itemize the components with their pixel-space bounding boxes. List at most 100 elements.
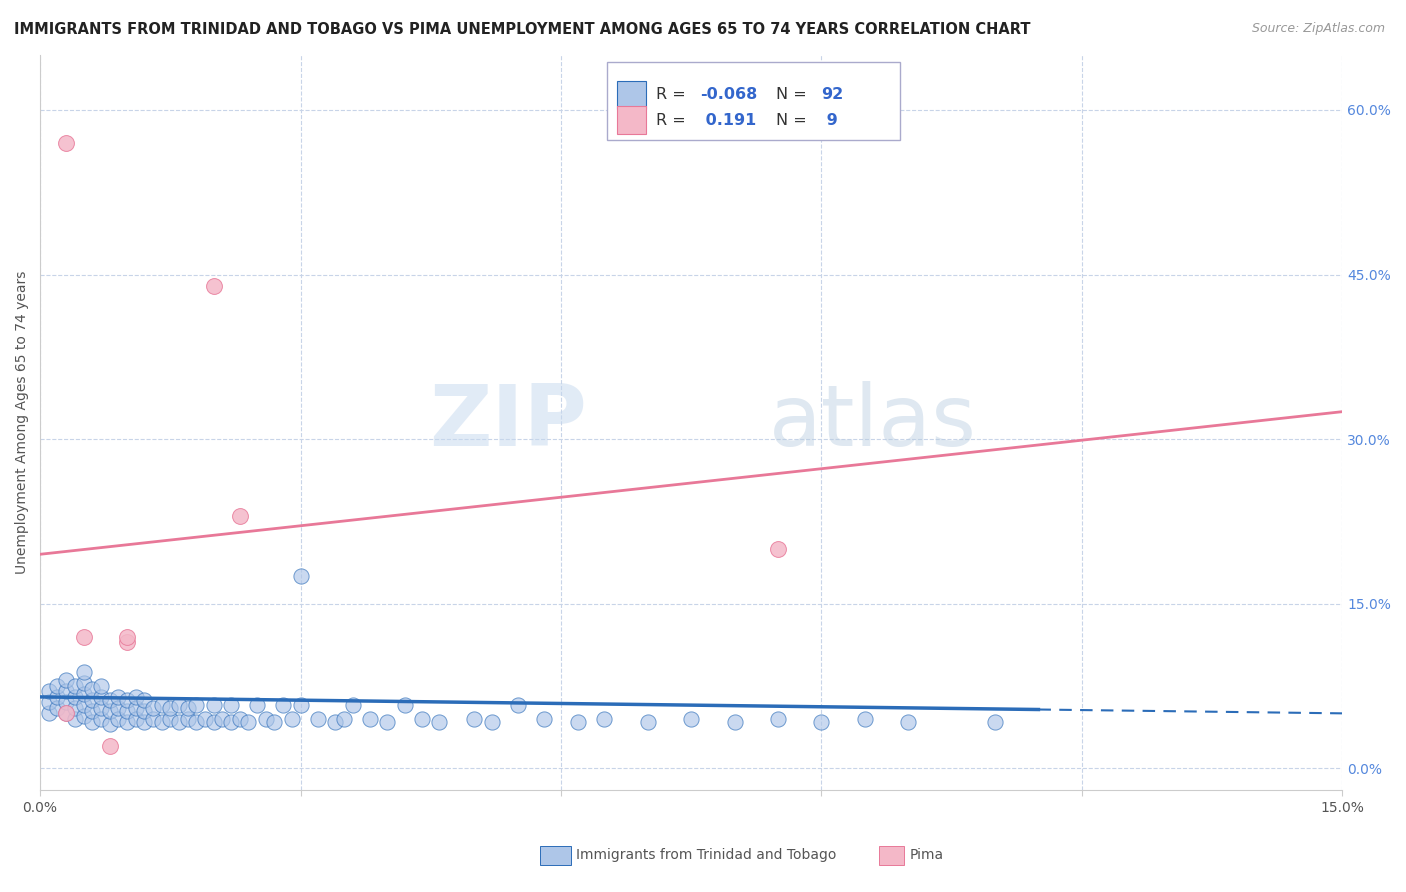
Point	[150, 698, 173, 712]
Text: N =: N =	[776, 87, 811, 103]
Text: Immigrants from Trinidad and Tobago: Immigrants from Trinidad and Tobago	[576, 848, 837, 863]
Point	[333, 712, 356, 726]
Point	[72, 630, 94, 644]
Point	[55, 706, 77, 721]
Point	[142, 712, 165, 726]
Point	[186, 715, 208, 730]
Point	[202, 698, 225, 712]
Point	[984, 715, 1007, 730]
Point	[263, 715, 285, 730]
Point	[72, 708, 94, 723]
Point	[124, 712, 146, 726]
Text: atlas: atlas	[769, 381, 977, 464]
Point	[219, 698, 242, 712]
Point	[134, 693, 156, 707]
Point	[463, 712, 485, 726]
Point	[107, 701, 129, 715]
Point	[766, 712, 789, 726]
Point	[46, 690, 69, 704]
Point	[723, 715, 745, 730]
Point	[72, 675, 94, 690]
Point	[38, 695, 60, 709]
Point	[533, 712, 555, 726]
Point	[254, 712, 277, 726]
Point	[107, 712, 129, 726]
Point	[394, 698, 416, 712]
Point	[211, 712, 233, 726]
Text: 9: 9	[821, 113, 838, 128]
Point	[134, 715, 156, 730]
Bar	[617, 81, 645, 109]
Point	[176, 712, 198, 726]
Point	[90, 690, 112, 704]
Point	[593, 712, 616, 726]
Point	[55, 673, 77, 688]
Point	[82, 682, 104, 697]
Point	[72, 698, 94, 712]
Point	[98, 739, 121, 754]
Point	[90, 701, 112, 715]
Point	[810, 715, 832, 730]
Point	[342, 698, 364, 712]
Y-axis label: Unemployment Among Ages 65 to 74 years: Unemployment Among Ages 65 to 74 years	[15, 271, 30, 574]
Point	[202, 278, 225, 293]
Point	[167, 698, 190, 712]
Point	[90, 679, 112, 693]
Point	[229, 508, 252, 523]
Point	[55, 695, 77, 709]
Point	[115, 704, 138, 718]
Point	[98, 717, 121, 731]
Point	[194, 712, 217, 726]
Point	[637, 715, 659, 730]
Point	[142, 701, 165, 715]
Point	[90, 712, 112, 726]
FancyBboxPatch shape	[606, 62, 900, 140]
Point	[38, 706, 60, 721]
Point	[681, 712, 703, 726]
Point	[55, 136, 77, 150]
Text: R =: R =	[657, 113, 690, 128]
Point	[853, 712, 876, 726]
Point	[82, 715, 104, 730]
Point	[150, 715, 173, 730]
Point	[63, 701, 86, 715]
Point	[98, 693, 121, 707]
Point	[238, 715, 260, 730]
Point	[55, 706, 77, 721]
Point	[186, 698, 208, 712]
Text: Pima: Pima	[910, 848, 943, 863]
Point	[323, 715, 346, 730]
Point	[897, 715, 920, 730]
Point	[159, 712, 181, 726]
Point	[766, 541, 789, 556]
Text: R =: R =	[657, 87, 690, 103]
Point	[115, 630, 138, 644]
Point	[429, 715, 451, 730]
Text: IMMIGRANTS FROM TRINIDAD AND TOBAGO VS PIMA UNEMPLOYMENT AMONG AGES 65 TO 74 YEA: IMMIGRANTS FROM TRINIDAD AND TOBAGO VS P…	[14, 22, 1031, 37]
Point	[38, 684, 60, 698]
Point	[506, 698, 529, 712]
Text: Source: ZipAtlas.com: Source: ZipAtlas.com	[1251, 22, 1385, 36]
Point	[46, 701, 69, 715]
Text: 0.191: 0.191	[700, 113, 756, 128]
Point	[72, 687, 94, 701]
Point	[229, 712, 252, 726]
Point	[115, 635, 138, 649]
Text: ZIP: ZIP	[429, 381, 588, 464]
Point	[72, 665, 94, 679]
Point	[55, 684, 77, 698]
Point	[115, 693, 138, 707]
Point	[82, 704, 104, 718]
Point	[307, 712, 329, 726]
Point	[124, 690, 146, 704]
Point	[82, 693, 104, 707]
Bar	[617, 106, 645, 135]
Point	[411, 712, 433, 726]
Point	[107, 690, 129, 704]
Text: -0.068: -0.068	[700, 87, 758, 103]
Point	[219, 715, 242, 730]
Point	[63, 712, 86, 726]
Point	[202, 715, 225, 730]
Point	[124, 701, 146, 715]
Point	[290, 698, 312, 712]
